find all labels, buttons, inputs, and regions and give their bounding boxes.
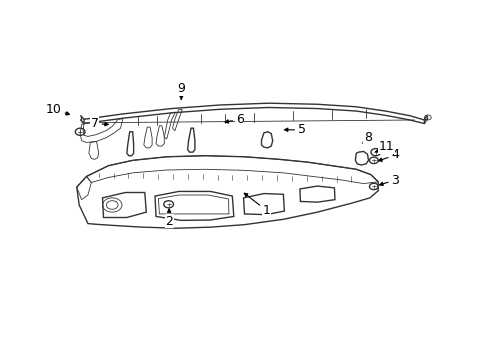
Text: 9: 9 [177,82,185,99]
Text: 4: 4 [378,148,398,162]
Text: 6: 6 [224,113,243,126]
Text: 11: 11 [375,140,394,153]
Text: 5: 5 [284,123,305,136]
Text: 1: 1 [244,193,270,217]
Text: 2: 2 [165,209,173,228]
Text: 10: 10 [46,103,69,116]
Text: 7: 7 [91,117,108,130]
Text: 3: 3 [379,174,398,186]
Text: 8: 8 [362,131,371,144]
